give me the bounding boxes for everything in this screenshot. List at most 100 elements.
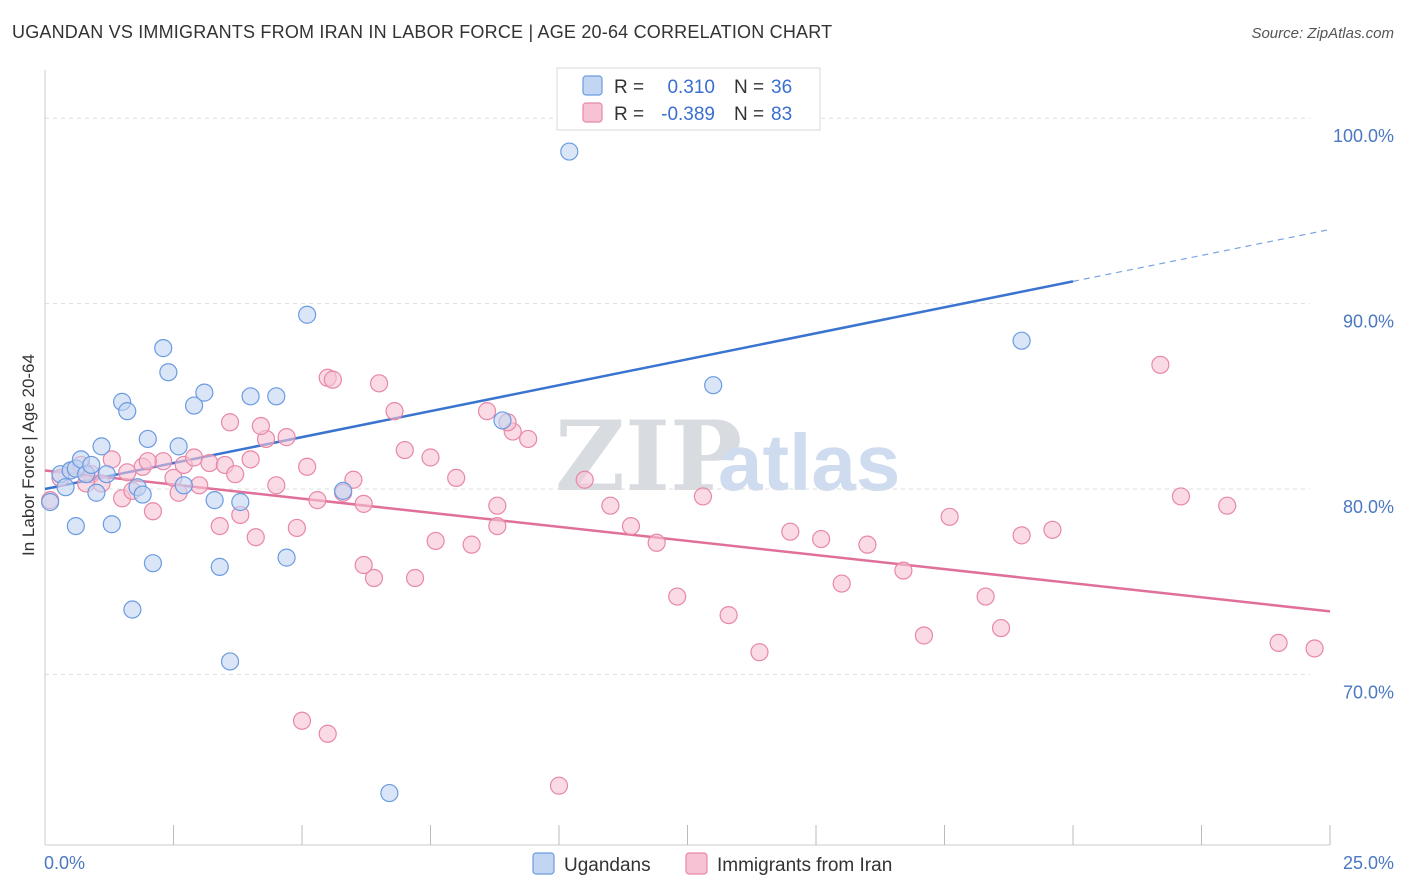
legend-n-label-ugandans: N = (734, 77, 764, 98)
data-point-iran (858, 535, 877, 554)
data-point-iran (287, 518, 306, 538)
data-point-ugandans (154, 339, 173, 358)
data-point-iran (914, 626, 934, 645)
data-point-iran (364, 568, 384, 588)
data-point-ugandans (334, 481, 353, 500)
data-point-iran (354, 555, 373, 575)
data-point-ugandans (1012, 331, 1031, 350)
data-point-iran (549, 776, 569, 795)
series-legend-swatch-ugandans (532, 852, 555, 875)
data-point-iran (462, 535, 481, 554)
series-legend-label-ugandans: Ugandans (564, 855, 651, 876)
legend-n-label-iran: N = (734, 104, 764, 125)
data-point-iran (1305, 639, 1324, 658)
data-point-ugandans (87, 483, 106, 502)
series-ugandans (41, 142, 1031, 803)
data-point-iran (976, 587, 995, 606)
data-point-iran (1012, 526, 1031, 545)
data-point-iran (200, 453, 219, 473)
data-point-iran (292, 711, 312, 730)
data-point-iran (940, 507, 959, 526)
series-legend-swatch-iran (685, 852, 708, 875)
y-tick-labels: 100.0% 90.0% 80.0% 70.0% (1333, 126, 1394, 702)
legend-r-label-ugandans: R = (614, 77, 644, 98)
data-point-ugandans (184, 396, 204, 415)
data-point-iran (118, 463, 137, 482)
data-point-iran (138, 452, 157, 471)
legend-n-value-ugandans: 36 (771, 77, 792, 98)
chart-source: Source: ZipAtlas.com (1251, 25, 1394, 42)
data-point-iran (421, 448, 440, 467)
data-point-ugandans (118, 402, 137, 421)
legend-swatch-ugandans (582, 75, 603, 96)
data-point-iran (812, 529, 831, 549)
data-point-ugandans (277, 548, 296, 567)
trend-line-iran (44, 469, 1331, 613)
data-point-iran (750, 643, 769, 662)
legend-n-value-iran: 83 (771, 104, 792, 125)
data-point-iran (344, 470, 363, 489)
data-point-iran (781, 522, 800, 541)
data-point-iran (447, 468, 466, 487)
data-point-iran (277, 428, 296, 447)
series-legend: Ugandans Immigrants from Iran (532, 852, 892, 876)
data-point-ugandans (493, 411, 512, 430)
data-point-iran (395, 440, 414, 460)
data-point-ugandans (123, 600, 142, 619)
data-point-iran (832, 574, 851, 593)
trend-lines (44, 228, 1331, 613)
series-legend-label-iran: Immigrants from Iran (717, 855, 892, 876)
data-point-ugandans (159, 363, 178, 382)
data-point-iran (318, 724, 337, 743)
watermark-atlas: atlas (718, 418, 900, 507)
data-point-iran (1151, 355, 1170, 374)
data-point-ugandans (560, 142, 579, 161)
legend-r-label-iran: R = (614, 104, 644, 125)
data-point-iran (668, 587, 687, 606)
data-point-iran (405, 568, 425, 588)
data-point-ugandans (92, 437, 111, 456)
data-point-iran (991, 618, 1011, 638)
x-tick-label-max: 25.0% (1343, 853, 1394, 873)
data-point-ugandans (56, 478, 75, 497)
data-point-iran (246, 528, 265, 547)
y-tick-label: 80.0% (1343, 497, 1394, 517)
y-tick-label: 100.0% (1333, 126, 1394, 146)
data-point-ugandans (241, 387, 260, 406)
data-point-ugandans (41, 492, 60, 512)
data-point-iran (426, 531, 445, 551)
data-point-iran (226, 465, 245, 484)
data-point-ugandans (169, 437, 188, 456)
legend-swatch-iran (582, 102, 603, 123)
data-point-ugandans (267, 387, 286, 406)
data-point-ugandans (133, 485, 152, 504)
data-point-iran (323, 370, 342, 389)
data-point-iran (1269, 633, 1288, 653)
data-point-ugandans (82, 455, 101, 475)
data-point-ugandans (298, 305, 317, 324)
data-point-ugandans (174, 476, 193, 495)
legend-r-value-ugandans: 0.310 (667, 77, 715, 98)
data-point-iran (477, 402, 497, 421)
data-point-ugandans (195, 383, 214, 402)
data-point-ugandans (380, 783, 399, 803)
stats-legend: R = 0.310 N = 36 R = -0.389 N = 83 (556, 67, 821, 131)
trend-line-ugandans-extension (1072, 228, 1331, 282)
data-point-iran (267, 476, 286, 495)
data-point-iran (143, 502, 163, 521)
y-axis-label: In Labor Force | Age 20-64 (19, 354, 38, 556)
data-point-iran (601, 496, 620, 515)
data-point-ugandans (102, 515, 121, 534)
data-point-iran (519, 429, 538, 449)
x-tick-label-min: 0.0% (44, 853, 85, 873)
data-point-ugandans (231, 492, 250, 512)
data-point-iran (575, 470, 594, 489)
data-point-iran (621, 517, 641, 536)
trend-line-ugandans (44, 280, 1074, 491)
data-point-ugandans (66, 517, 85, 536)
chart-title: UGANDAN VS IMMIGRANTS FROM IRAN IN LABOR… (12, 22, 832, 42)
data-point-iran (308, 491, 327, 510)
data-point-iran (488, 496, 507, 515)
data-point-iran (241, 450, 260, 469)
data-point-ugandans (210, 557, 229, 576)
